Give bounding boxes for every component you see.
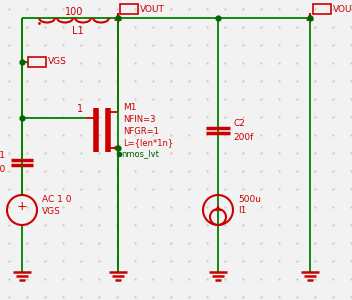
Text: NFGR=1: NFGR=1: [123, 128, 159, 136]
Text: C1: C1: [0, 151, 6, 160]
Text: VGS: VGS: [48, 58, 67, 67]
Text: C2: C2: [233, 119, 245, 128]
Text: VOUT: VOUT: [140, 4, 165, 14]
Bar: [28, 57, 46, 67]
Text: VOUT: VOUT: [333, 4, 352, 14]
Text: 200f: 200f: [233, 133, 253, 142]
Text: NFIN=3: NFIN=3: [123, 116, 156, 124]
Text: VGS: VGS: [42, 207, 61, 216]
Text: L={len*1n}: L={len*1n}: [123, 139, 173, 148]
Text: I1: I1: [238, 206, 246, 215]
Text: L1: L1: [72, 26, 84, 36]
Text: 100: 100: [65, 7, 83, 17]
Text: nmos_lvt: nmos_lvt: [121, 149, 159, 158]
Text: AC 1 0: AC 1 0: [42, 195, 71, 204]
Text: 500u: 500u: [238, 195, 261, 204]
Text: 100: 100: [0, 165, 6, 174]
Text: +: +: [17, 200, 27, 212]
Bar: [120, 4, 138, 14]
Text: M1: M1: [123, 103, 137, 112]
Text: 1: 1: [77, 104, 83, 114]
Bar: [313, 4, 331, 14]
